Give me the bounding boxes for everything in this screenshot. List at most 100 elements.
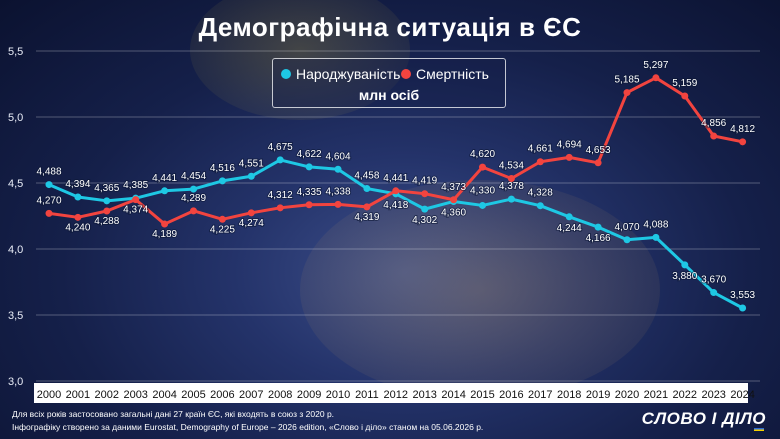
deaths-data-label: 4,335 [297, 187, 322, 198]
legend-births-label: Народжуваність [296, 66, 401, 82]
x-tick-label: 2024 [730, 389, 754, 401]
deaths-data-label: 4,288 [94, 216, 119, 227]
x-tick-label: 2004 [152, 389, 176, 401]
x-tick-label: 2010 [326, 389, 350, 401]
deaths-point [594, 159, 602, 167]
legend-births: Народжуваність [281, 66, 400, 82]
births-data-label: 4,070 [614, 222, 639, 233]
births-point [739, 304, 747, 312]
births-point [218, 177, 226, 185]
births-point [190, 185, 197, 193]
deaths-data-label: 4,338 [325, 186, 350, 197]
deaths-point [363, 203, 371, 211]
deaths-data-label: 4,289 [181, 193, 206, 204]
births-point [421, 205, 429, 213]
y-tick-label: 4,5 [8, 178, 23, 190]
x-tick-label: 2020 [615, 389, 639, 401]
deaths-data-label: 4,225 [210, 224, 235, 235]
x-tick-label: 2003 [123, 389, 147, 401]
deaths-data-label: 5,297 [643, 60, 668, 71]
x-tick-label: 2022 [673, 389, 697, 401]
x-tick-label: 2014 [441, 389, 465, 401]
births-data-label: 3,880 [672, 271, 697, 282]
deaths-data-label: 4,441 [383, 173, 408, 184]
legend-deaths: Смертність [401, 66, 489, 82]
deaths-data-label: 4,534 [499, 161, 524, 172]
births-point [247, 172, 255, 180]
births-data-label: 4,378 [499, 181, 524, 192]
births-point [276, 156, 284, 164]
deaths-data-label: 4,856 [701, 118, 726, 129]
x-tick-label: 2005 [181, 389, 205, 401]
births-data-label: 4,454 [181, 171, 206, 182]
deaths-point [479, 163, 486, 171]
deaths-point [450, 196, 458, 204]
x-tick-label: 2023 [701, 389, 725, 401]
births-data-label: 4,166 [586, 233, 611, 244]
deaths-data-label: 5,185 [614, 75, 639, 86]
x-tick-label: 2000 [37, 389, 61, 401]
x-tick-label: 2002 [95, 389, 119, 401]
births-data-label: 4,488 [36, 167, 61, 178]
births-point [363, 185, 371, 193]
births-point [710, 289, 718, 297]
births-point [652, 233, 660, 241]
births-data-label: 4,551 [239, 158, 264, 169]
deaths-point [276, 204, 284, 212]
deaths-data-label: 4,419 [412, 176, 437, 187]
footer-note-1: Для всіх років застосовано загальні дані… [12, 409, 335, 419]
births-point [623, 236, 631, 244]
births-data-label: 3,670 [701, 275, 726, 286]
deaths-data-label: 4,653 [586, 145, 611, 156]
deaths-data-label: 4,319 [354, 212, 379, 223]
year-axis-bar [34, 383, 748, 403]
deaths-point [392, 187, 400, 195]
x-tick-label: 2011 [355, 389, 379, 401]
births-dot-icon [281, 69, 291, 79]
births-data-label: 4,360 [441, 207, 466, 218]
deaths-point [565, 153, 573, 161]
x-tick-label: 2013 [412, 389, 436, 401]
deaths-point [507, 175, 515, 183]
births-point [305, 163, 313, 171]
x-tick-label: 2019 [586, 389, 610, 401]
deaths-data-label: 4,694 [557, 139, 582, 150]
deaths-point [103, 207, 111, 215]
unit-label: млн осіб [358, 87, 420, 103]
deaths-point [305, 201, 313, 209]
deaths-data-label: 4,270 [36, 195, 61, 206]
deaths-point [247, 209, 255, 217]
births-data-label: 4,088 [643, 219, 668, 230]
y-tick-label: 4,0 [8, 244, 23, 256]
deaths-point [421, 190, 429, 198]
births-point [334, 165, 342, 173]
x-tick-label: 2017 [528, 389, 552, 401]
y-tick-label: 5,5 [8, 46, 23, 58]
deaths-data-label: 4,620 [470, 149, 495, 160]
births-point [565, 213, 573, 221]
x-tick-label: 2021 [644, 389, 668, 401]
x-tick-label: 2008 [268, 389, 292, 401]
x-tick-label: 2015 [470, 389, 494, 401]
births-data-label: 4,516 [210, 163, 235, 174]
births-data-label: 4,302 [412, 215, 437, 226]
deaths-point [161, 220, 169, 228]
deaths-point [710, 132, 718, 140]
y-tick-label: 5,0 [8, 112, 23, 124]
deaths-point [739, 138, 747, 146]
deaths-data-label: 4,374 [123, 205, 148, 216]
deaths-point [132, 196, 140, 204]
births-point [507, 195, 515, 203]
x-tick-label: 2009 [297, 389, 321, 401]
deaths-point [45, 209, 53, 217]
page-title: Демографічна ситуація в ЄС [198, 12, 582, 42]
x-tick-label: 2018 [557, 389, 581, 401]
births-point [479, 201, 486, 209]
deaths-data-label: 4,189 [152, 229, 177, 240]
births-point [74, 193, 82, 201]
deaths-data-label: 4,312 [268, 190, 293, 201]
births-data-label: 4,244 [557, 223, 582, 234]
x-tick-label: 2016 [499, 389, 523, 401]
births-data-label: 4,394 [65, 179, 90, 190]
deaths-point [334, 200, 342, 208]
